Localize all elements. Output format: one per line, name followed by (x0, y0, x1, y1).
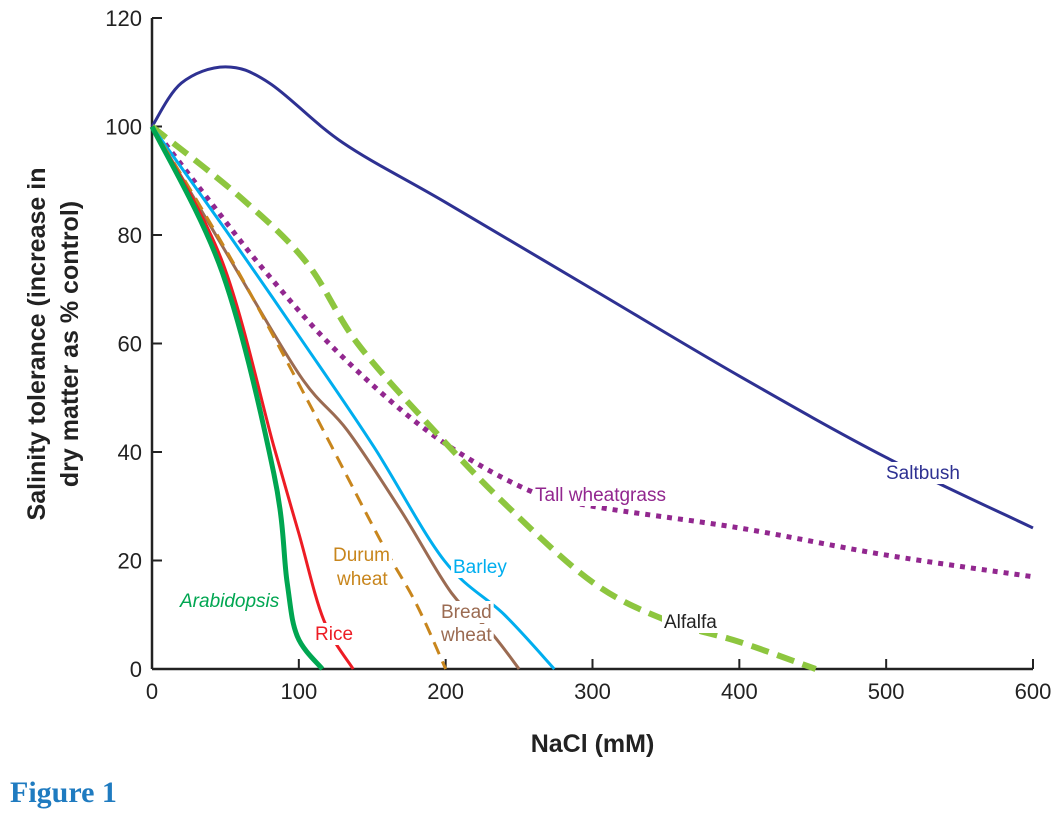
series-line-tall-wheatgrass (150, 124, 1034, 580)
label-background (662, 611, 719, 633)
y-axis-title: Salinity tolerance (increase in (23, 168, 51, 521)
y-tick-label: 100 (105, 115, 142, 140)
x-tick-label: 500 (868, 679, 905, 704)
label-background (884, 462, 962, 484)
series-line-arabidopsis (149, 125, 325, 671)
series-label: wheat (336, 569, 388, 590)
x-tick-label: 200 (427, 679, 464, 704)
series-label: Alfalfa (664, 612, 717, 633)
series-label: Durum (333, 545, 390, 566)
label-background (331, 544, 393, 566)
label-background (451, 556, 509, 578)
x-tick-label: 600 (1015, 679, 1052, 704)
x-tick-label: 400 (721, 679, 758, 704)
x-tick-label: 100 (280, 679, 317, 704)
label-background (313, 623, 356, 645)
label-background (439, 624, 494, 646)
series-label: Arabidopsis (179, 591, 280, 612)
series-label: Tall wheatgrass (535, 485, 666, 506)
label-background (533, 484, 668, 506)
series-line-saltbush (150, 65, 1034, 530)
series-line-rice (150, 125, 355, 670)
y-tick-label: 120 (105, 6, 142, 31)
series-label: wheat (440, 625, 492, 646)
label-background (178, 590, 282, 612)
x-tick-label: 0 (146, 679, 158, 704)
series-line-alfalfa (150, 124, 817, 672)
x-axis-title: NaCl (mM) (531, 730, 655, 758)
y-tick-label: 40 (118, 440, 142, 465)
label-background (335, 568, 390, 590)
series-line-durum-wheat (150, 125, 448, 670)
series-line-barley (150, 125, 556, 671)
y-tick-label: 60 (118, 332, 142, 357)
y-tick-label: 0 (130, 657, 142, 682)
series-label: Saltbush (886, 463, 960, 484)
series-label: Barley (453, 557, 507, 578)
y-tick-label: 20 (118, 549, 142, 574)
figure-caption: Figure 1 (10, 776, 117, 809)
y-tick-label: 80 (118, 223, 142, 248)
series-label: Bread (441, 602, 492, 623)
y-axis-title: dry matter as % control) (56, 201, 84, 487)
label-background (439, 601, 494, 623)
series-label: Rice (315, 624, 353, 645)
x-tick-label: 300 (574, 679, 611, 704)
